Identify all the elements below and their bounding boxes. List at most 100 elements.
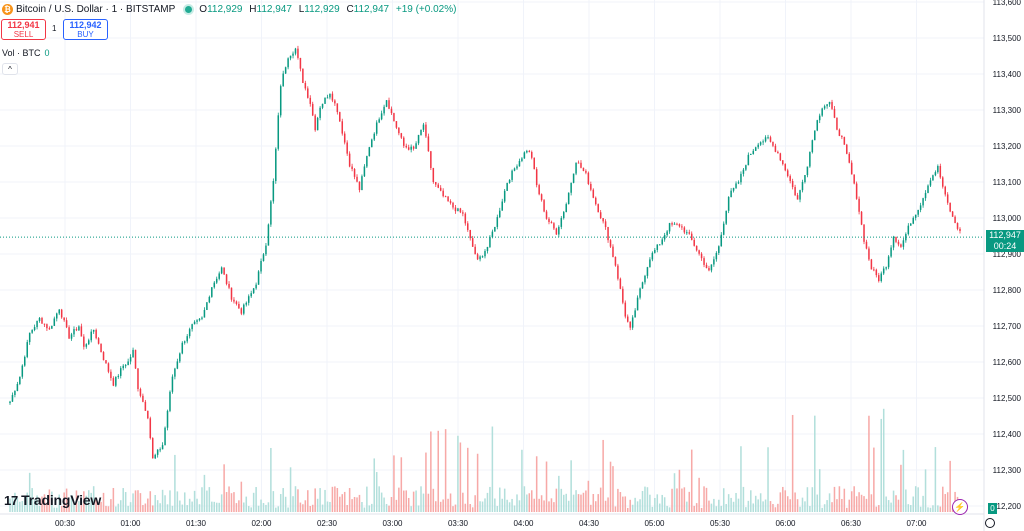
candle-body [629, 321, 631, 328]
settings-icon[interactable] [985, 518, 995, 528]
volume-bar [826, 500, 828, 512]
volume-bar [806, 487, 809, 512]
volume-bar [169, 490, 171, 512]
candle-body [284, 67, 287, 74]
volume-bar [491, 426, 494, 512]
volume-bar [230, 493, 233, 512]
candle-body [341, 121, 344, 134]
candle-body [526, 150, 528, 153]
candle-body [695, 245, 698, 251]
candle-body [693, 239, 695, 246]
volume-bar [41, 496, 43, 512]
candle-body [462, 212, 464, 214]
candle-body [767, 137, 769, 139]
candle-body [92, 329, 95, 332]
volume-bar [250, 507, 252, 512]
candle-body [710, 264, 713, 271]
volume-legend[interactable]: Vol · BTC 0 [2, 48, 50, 58]
candle-body [309, 97, 312, 104]
candle-body [521, 158, 523, 161]
candle-body [626, 316, 629, 322]
candle-body [772, 141, 774, 146]
candle-body [619, 278, 622, 289]
volume-bar [875, 506, 878, 512]
volume-bar [823, 504, 826, 512]
volume-bar [725, 504, 727, 512]
candle-body [51, 325, 53, 329]
price-tick-label: 112,700 [993, 322, 1022, 331]
tradingview-logo[interactable]: 17 TradingView [4, 492, 101, 508]
candle-body [764, 137, 767, 142]
lightning-icon[interactable]: ⚡ [952, 499, 968, 515]
candle-body [95, 329, 97, 339]
candle-body [346, 142, 348, 154]
candle-body [853, 174, 855, 184]
candle-body [540, 194, 543, 201]
candle-body [491, 231, 494, 238]
candle-body [247, 296, 250, 303]
volume-bar [850, 491, 853, 512]
time-tick-label: 03:00 [382, 519, 403, 528]
volume-bar [499, 487, 501, 512]
candle-body [575, 162, 577, 174]
candle-body [553, 223, 555, 229]
volume-bar [100, 501, 102, 512]
volume-bar [208, 487, 211, 512]
volume-bar [304, 500, 307, 512]
volume-bar [193, 490, 196, 512]
volume-bar [846, 507, 848, 512]
volume-bar [73, 502, 75, 512]
candle-body [215, 278, 218, 283]
candle-body [841, 135, 843, 138]
volume-bar [924, 469, 927, 512]
candle-body [275, 148, 277, 182]
symbol-title[interactable]: Bitcoin / U.S. Dollar · 1 · BITSTAMP [16, 3, 176, 15]
candle-body [417, 134, 420, 144]
volume-bar [784, 490, 787, 512]
sell-button[interactable]: 112,941 SELL [1, 19, 46, 40]
candle-body [654, 249, 656, 253]
candle-body [272, 181, 275, 202]
candle-body [794, 187, 796, 196]
time-tick-label: 01:30 [186, 519, 207, 528]
volume-bar [58, 494, 60, 512]
candle-body [211, 287, 213, 297]
candle-body [292, 53, 294, 56]
volume-bar [159, 503, 161, 512]
volume-bar [262, 503, 265, 512]
candle-body [646, 267, 649, 276]
volume-bar [828, 493, 831, 512]
volume-bar [786, 496, 789, 512]
candle-body [250, 293, 252, 297]
volume-bar [78, 501, 80, 512]
candle-body [681, 226, 683, 228]
volume-bar [762, 501, 764, 512]
candle-body [828, 101, 831, 105]
candle-body [294, 48, 297, 54]
sell-label: SELL [13, 30, 34, 39]
candle-body [737, 182, 740, 184]
candle-body [326, 97, 329, 99]
volume-bar [233, 492, 235, 512]
volume-bar [31, 488, 33, 512]
collapse-legend-icon[interactable]: ^ [2, 63, 18, 75]
volume-bar [791, 414, 794, 512]
buy-button[interactable]: 112,942 BUY [63, 19, 108, 40]
volume-bar [740, 446, 742, 512]
candle-body [690, 233, 693, 240]
candle-body [562, 212, 565, 219]
volume-bar [548, 501, 550, 512]
candle-body [174, 368, 176, 377]
volume-bar [934, 447, 937, 512]
candle-body [826, 104, 828, 107]
candle-body [484, 251, 486, 257]
volume-bar [390, 497, 393, 512]
candle-body [937, 166, 939, 173]
candle-body [855, 183, 858, 199]
candle-body [887, 256, 890, 268]
volume-bar [179, 500, 181, 512]
candle-body [836, 117, 838, 130]
candle-body [882, 268, 885, 274]
candle-body [919, 205, 922, 210]
